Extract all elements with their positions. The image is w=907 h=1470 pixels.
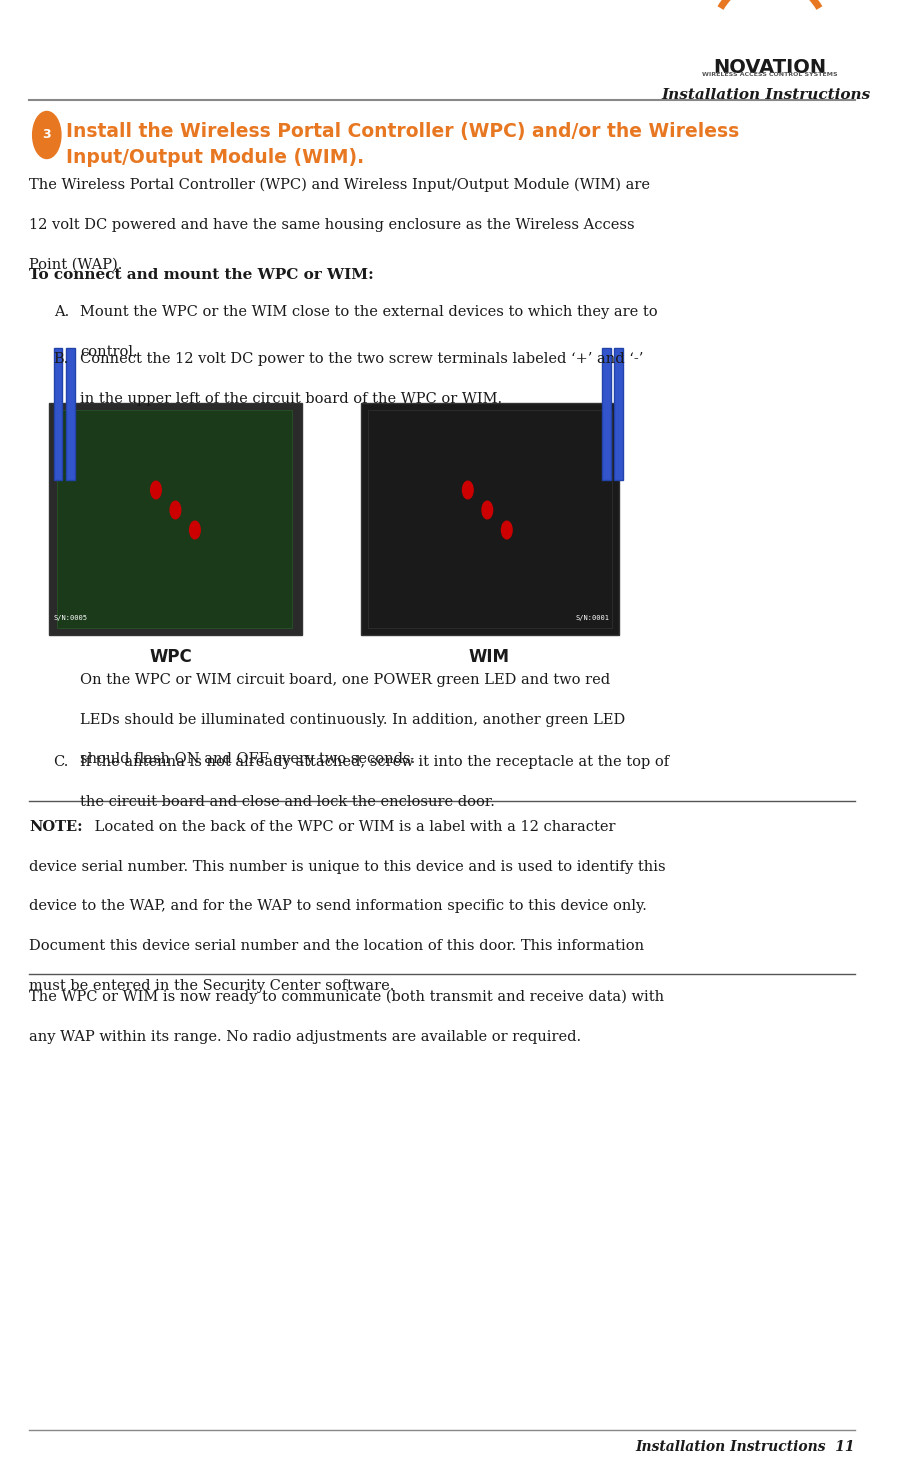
Text: device serial number. This number is unique to this device and is used to identi: device serial number. This number is uni… bbox=[29, 860, 666, 873]
Text: The Wireless Portal Controller (WPC) and Wireless Input/Output Module (WIM) are: The Wireless Portal Controller (WPC) and… bbox=[29, 178, 650, 193]
Circle shape bbox=[463, 481, 473, 498]
Circle shape bbox=[482, 501, 493, 519]
FancyBboxPatch shape bbox=[602, 348, 611, 481]
Text: On the WPC or WIM circuit board, one POWER green LED and two red: On the WPC or WIM circuit board, one POW… bbox=[80, 673, 610, 686]
Text: WPC: WPC bbox=[149, 648, 192, 666]
Text: NOTE:: NOTE: bbox=[29, 820, 83, 833]
Text: Installation Instructions  11: Installation Instructions 11 bbox=[635, 1441, 854, 1454]
Text: Mount the WPC or the WIM close to the external devices to which they are to: Mount the WPC or the WIM close to the ex… bbox=[80, 304, 658, 319]
FancyBboxPatch shape bbox=[368, 410, 612, 628]
FancyBboxPatch shape bbox=[614, 348, 623, 481]
Circle shape bbox=[151, 481, 161, 498]
Text: control.: control. bbox=[80, 344, 138, 359]
Text: WIM: WIM bbox=[469, 648, 510, 666]
Text: If the antenna is not already attached, screw it into the receptacle at the top : If the antenna is not already attached, … bbox=[80, 756, 669, 769]
Text: the circuit board and close and lock the enclosure door.: the circuit board and close and lock the… bbox=[80, 795, 495, 809]
Text: any WAP within its range. No radio adjustments are available or required.: any WAP within its range. No radio adjus… bbox=[29, 1029, 581, 1044]
Text: must be entered in the Security Center software.: must be entered in the Security Center s… bbox=[29, 979, 395, 992]
Text: Located on the back of the WPC or WIM is a label with a 12 character: Located on the back of the WPC or WIM is… bbox=[90, 820, 615, 833]
Text: Point (WAP).: Point (WAP). bbox=[29, 257, 122, 272]
Text: B.: B. bbox=[54, 351, 69, 366]
Text: WIRELESS ACCESS CONTROL SYSTEMS: WIRELESS ACCESS CONTROL SYSTEMS bbox=[702, 72, 838, 76]
Circle shape bbox=[190, 522, 200, 539]
Circle shape bbox=[502, 522, 512, 539]
Text: A.: A. bbox=[54, 304, 69, 319]
Circle shape bbox=[33, 112, 61, 159]
FancyBboxPatch shape bbox=[361, 403, 619, 635]
Text: S/N:0001: S/N:0001 bbox=[575, 614, 609, 620]
Text: LEDs should be illuminated continuously. In addition, another green LED: LEDs should be illuminated continuously.… bbox=[80, 713, 625, 726]
Text: should flash ON and OFF every two seconds.: should flash ON and OFF every two second… bbox=[80, 753, 415, 766]
FancyBboxPatch shape bbox=[66, 348, 75, 481]
Text: S/N:0005: S/N:0005 bbox=[54, 614, 88, 620]
Text: 12 volt DC powered and have the same housing enclosure as the Wireless Access: 12 volt DC powered and have the same hou… bbox=[29, 218, 635, 232]
Text: C.: C. bbox=[54, 756, 69, 769]
Text: Input/Output Module (WIM).: Input/Output Module (WIM). bbox=[66, 148, 365, 168]
FancyBboxPatch shape bbox=[49, 403, 302, 635]
FancyBboxPatch shape bbox=[56, 410, 292, 628]
Text: Document this device serial number and the location of this door. This informati: Document this device serial number and t… bbox=[29, 939, 644, 953]
Text: The WPC or WIM is now ready to communicate (both transmit and receive data) with: The WPC or WIM is now ready to communica… bbox=[29, 989, 664, 1004]
Circle shape bbox=[171, 501, 180, 519]
Text: in the upper left of the circuit board of the WPC or WIM.: in the upper left of the circuit board o… bbox=[80, 391, 502, 406]
Text: Install the Wireless Portal Controller (WPC) and/or the Wireless: Install the Wireless Portal Controller (… bbox=[66, 122, 739, 141]
Text: device to the WAP, and for the WAP to send information specific to this device o: device to the WAP, and for the WAP to se… bbox=[29, 900, 647, 913]
Text: NOVATION: NOVATION bbox=[714, 57, 826, 76]
Text: Connect the 12 volt DC power to the two screw terminals labeled ‘+’ and ‘-’: Connect the 12 volt DC power to the two … bbox=[80, 351, 643, 366]
FancyBboxPatch shape bbox=[54, 348, 63, 481]
Text: To connect and mount the WPC or WIM:: To connect and mount the WPC or WIM: bbox=[29, 268, 374, 282]
Text: 3: 3 bbox=[43, 128, 51, 141]
Text: Installation Instructions: Installation Instructions bbox=[661, 88, 871, 101]
